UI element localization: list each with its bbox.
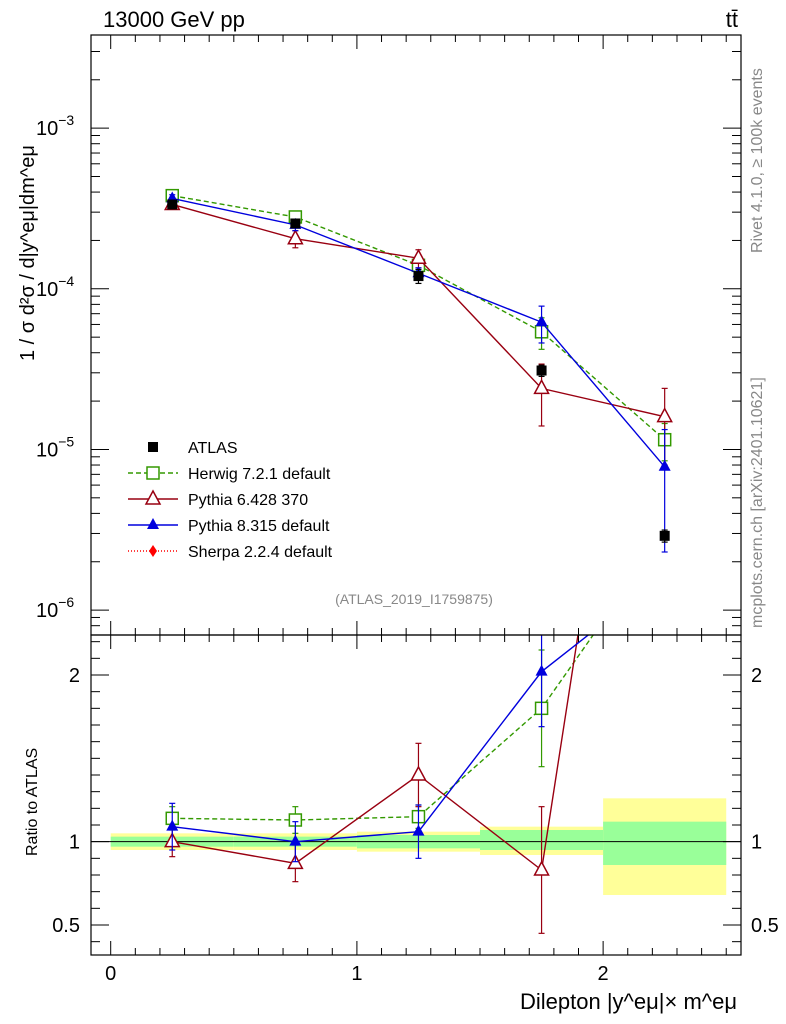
y-tick-label-main-0: 10−6 <box>36 594 74 622</box>
x-tick-label-2: 2 <box>598 963 609 985</box>
y-tick-label-main-1: 10−5 <box>36 433 74 461</box>
ratio-point-series-2-pt-4 <box>659 568 671 579</box>
legend-marker-4 <box>149 545 157 557</box>
legend-marker-2 <box>144 489 162 505</box>
main-point-series-1-pt-1 <box>287 229 304 245</box>
ratio-point-series-1-pt-4 <box>658 67 672 80</box>
atlas-point-4 <box>659 530 670 541</box>
ratio-line-series-0 <box>172 635 595 821</box>
ratio-y-axis-label: Ratio to ATLAS <box>24 748 41 856</box>
ratio-point-series-2-pt-1 <box>289 834 302 846</box>
y-tick-label-ratio-left-2: 2 <box>69 665 80 687</box>
axis-ticks <box>91 35 741 955</box>
y-tick-label-ratio-left-0: 0.5 <box>52 915 80 937</box>
y-tick-label-ratio-right-1: 1 <box>751 832 762 854</box>
x-axis-label: Dilepton |y^eμ|× m^eμ <box>520 989 737 1014</box>
legend-label-0: ATLAS <box>188 440 238 457</box>
atlas-point-2 <box>413 271 424 282</box>
main-line-series-2 <box>172 197 666 468</box>
main-point-series-1-pt-4 <box>656 407 673 423</box>
main-point-series-1-pt-3 <box>533 378 550 395</box>
main-point-series-2-pt-4 <box>658 459 671 471</box>
main-y-axis-label: 1 / σ d²σ / d|y^eμ|dm^eμ <box>17 145 39 361</box>
y-tick-label-ratio-left-1: 1 <box>69 832 80 854</box>
legend-marker-3 <box>147 518 159 529</box>
x-tick-label-0: 0 <box>105 963 116 985</box>
main-panel-series <box>163 188 673 553</box>
main-line-series-1 <box>172 203 665 418</box>
atlas-point-0 <box>167 199 178 210</box>
legend-label-3: Pythia 8.315 default <box>188 518 330 535</box>
band-green-4 <box>603 821 727 865</box>
main-line-series-0 <box>172 194 666 441</box>
ratio-point-series-2-pt-0 <box>166 819 179 831</box>
uncertainty-bands <box>110 798 727 895</box>
tick-labels: 0 1 2 10−6 10−5 10−4 10−3 0.5 0.5 1 1 2 2 <box>36 112 779 985</box>
legend-label-4: Sherpa 2.2.4 default <box>188 544 333 561</box>
header-energy: 13000 GeV pp <box>103 7 245 32</box>
legend-marker-1 <box>146 466 160 480</box>
rivet-version-label: Rivet 4.1.0, ≥ 100k events <box>749 68 766 253</box>
ratio-point-series-1-pt-3 <box>533 860 550 876</box>
ratio-point-series-2-pt-3 <box>535 664 548 676</box>
y-tick-label-ratio-right-2: 2 <box>751 665 762 687</box>
ratio-panel-frame <box>90 634 742 956</box>
atlas-point-1 <box>290 218 301 229</box>
main-point-series-2-pt-3 <box>535 315 548 327</box>
ratio-point-series-1-pt-2 <box>410 765 427 781</box>
x-tick-label-1: 1 <box>351 963 362 985</box>
ratio-panel-series <box>163 67 672 934</box>
main-point-series-1-pt-2 <box>410 248 427 264</box>
legend: ATLAS Herwig 7.2.1 default Pythia 6.428 37… <box>128 440 333 561</box>
legend-label-2: Pythia 6.428 370 <box>188 492 308 509</box>
legend-marker-0 <box>148 442 158 452</box>
header-process: tt̄ <box>726 7 738 32</box>
y-tick-label-main-3: 10−3 <box>36 112 74 140</box>
ratio-point-series-2-pt-2 <box>412 824 425 836</box>
y-tick-label-ratio-right-0: 0.5 <box>751 915 779 937</box>
watermark-analysis-id: (ATLAS_2019_I1759875) <box>335 591 493 607</box>
y-tick-label-main-2: 10−4 <box>36 273 74 301</box>
atlas-point-3 <box>536 365 547 376</box>
mcplots-source-label: mcplots.cern.ch [arXiv:2401.10621] <box>749 377 766 628</box>
legend-label-1: Herwig 7.2.1 default <box>188 466 331 483</box>
